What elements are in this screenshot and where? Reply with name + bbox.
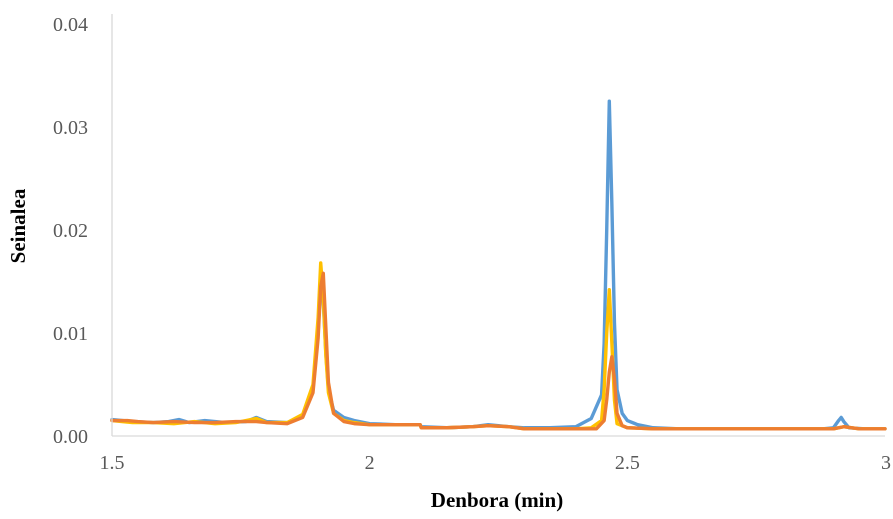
x-tick-labels: 1.5 2 2.5 3 xyxy=(100,452,892,474)
x-tick-label: 1.5 xyxy=(100,452,125,474)
y-tick-label: 0.03 xyxy=(53,117,88,139)
series-line-3 xyxy=(110,271,887,431)
x-tick-label: 2.5 xyxy=(615,452,640,474)
x-tick-label: 2 xyxy=(365,452,375,474)
x-axis-title: Denbora (min) xyxy=(431,488,563,512)
y-tick-label: 0.04 xyxy=(53,14,88,36)
y-tick-label: 0.01 xyxy=(53,323,88,345)
x-tick-label: 3 xyxy=(881,452,891,474)
y-tick-label: 0.00 xyxy=(53,426,88,448)
series-layer xyxy=(110,99,887,431)
series-line-2 xyxy=(110,261,887,431)
y-axis-title: Seinalea xyxy=(6,188,30,263)
y-tick-labels: 0.00 0.01 0.02 0.03 0.04 xyxy=(53,14,88,448)
y-tick-label: 0.02 xyxy=(53,220,88,242)
series-line-1 xyxy=(110,99,887,431)
